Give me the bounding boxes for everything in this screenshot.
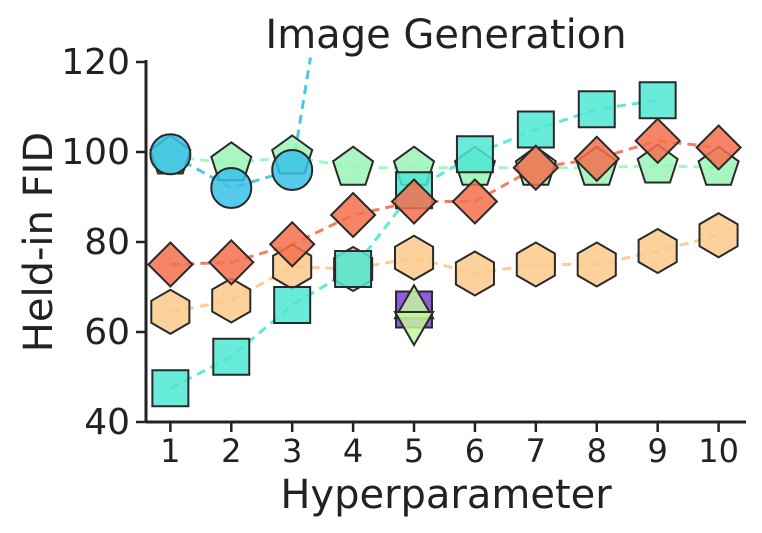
data-point-diamond [512,144,560,192]
chart-title: Image Generation [265,12,626,58]
data-point-diamond [207,238,255,286]
x-tick-label: 9 [647,432,667,470]
x-tick-label: 3 [282,432,302,470]
series-markers [146,117,743,288]
data-point-diamond [146,241,194,288]
x-tick-label: 4 [343,432,363,470]
data-point-diamond [695,124,743,171]
series-line [170,139,719,266]
y-tick-label: 80 [84,222,130,263]
data-point-square [273,286,312,324]
y-tick-label: 120 [61,42,130,83]
data-point-square [516,110,555,149]
y-tick-label: 40 [84,402,130,443]
data-point-hexagon [150,288,191,335]
data-point-circle [149,133,192,176]
data-point-hexagon [211,277,252,324]
series-line [169,57,312,190]
y-tick-label: 60 [84,312,130,353]
data-point-diamond [329,191,377,239]
markers [146,81,743,408]
data-point-square [334,250,373,288]
series-line [170,233,719,314]
x-tick-label: 2 [221,432,241,470]
data-point-square [577,90,616,129]
x-axis-label: Hyperparameter [280,472,612,518]
data-point-diamond [451,178,499,225]
series-markers [393,311,435,348]
x-tick-label: 1 [160,432,180,470]
data-point-square [151,369,190,408]
data-point-square [638,81,677,120]
data-point-hexagon [454,250,495,297]
data-point-square [212,337,251,376]
trend-lines [169,57,719,390]
y-axis-label: Held-in FID [16,132,62,352]
x-tick-label: 6 [465,432,485,470]
data-point-diamond [268,220,316,268]
data-point-diamond [634,117,682,165]
x-tick-label: 5 [404,432,424,470]
series-line [170,154,719,170]
data-point-hexagon [394,234,435,281]
data-point-triangle-down [393,311,435,348]
data-point-diamond [573,135,621,183]
data-point-hexagon [576,241,617,288]
series-markers [149,133,314,209]
x-tick-label: 10 [698,432,739,470]
data-point-circle [271,149,314,191]
y-tick-label: 100 [61,132,130,173]
data-point-square [455,135,494,174]
data-point-hexagon [515,241,556,288]
x-tick-label: 8 [587,432,607,470]
data-point-pentagon [331,145,375,186]
data-point-hexagon [637,227,678,275]
x-tick-label: 7 [526,432,546,470]
data-point-circle [210,167,253,209]
ticks: 1 2 3 4 5 6 7 8 9 10 40 60 80 100 120 [61,42,739,470]
data-point-diamond [390,178,438,225]
data-point-hexagon [698,212,739,259]
